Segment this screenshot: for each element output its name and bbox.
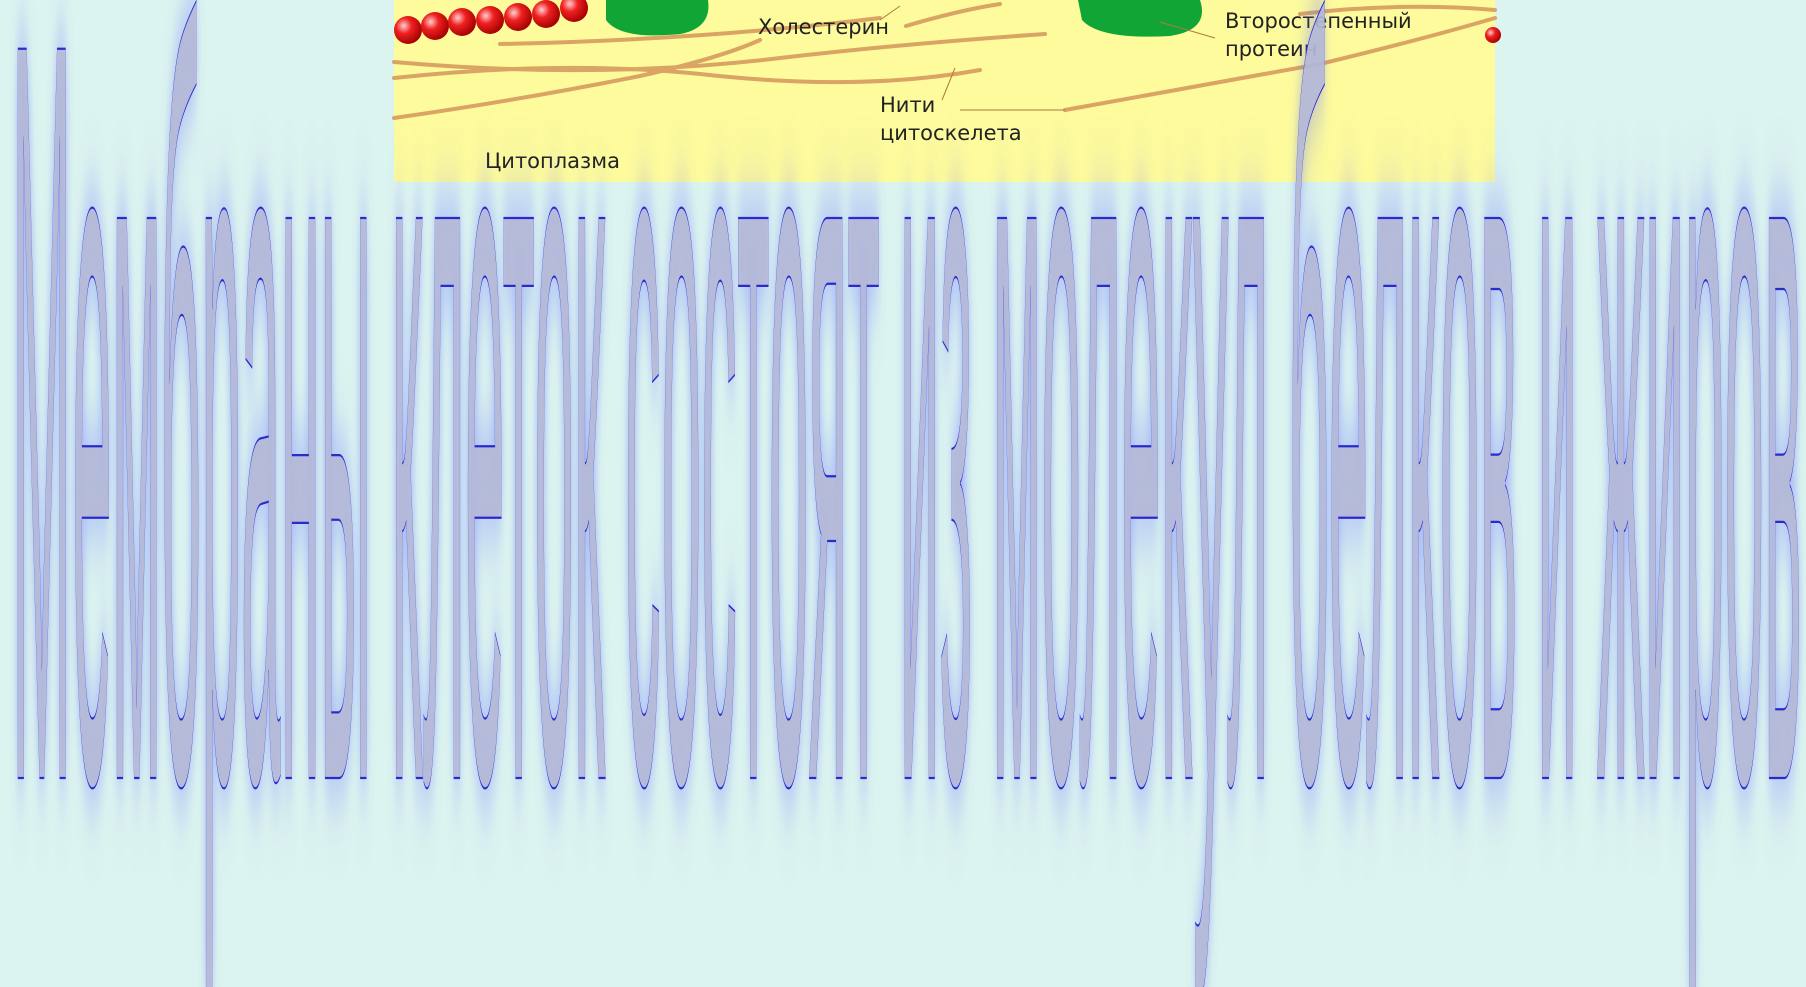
label-cholesterol: Холестерин bbox=[758, 15, 889, 39]
membrane-diagram: Холестерин Второстепенный протеин Нити ц… bbox=[392, 0, 1501, 182]
label-protein: протеин bbox=[1225, 37, 1317, 61]
headline-group: Мембраны клеток состоят из молекул белко… bbox=[9, 0, 1804, 987]
label-cytoplasm: Цитоплазма bbox=[485, 149, 620, 173]
protein-blob bbox=[606, 0, 709, 36]
label-protein: Второстепенный bbox=[1225, 9, 1412, 33]
label-filaments: цитоскелета bbox=[880, 121, 1022, 145]
label-filaments: Нити bbox=[880, 93, 935, 117]
phospholipid-heads bbox=[394, 0, 1501, 44]
headline: Мембраны клеток состоят из молекул белко… bbox=[12, 0, 1802, 987]
protein-blob bbox=[1078, 0, 1202, 37]
cytoskeleton-filaments bbox=[392, 2, 1497, 120]
